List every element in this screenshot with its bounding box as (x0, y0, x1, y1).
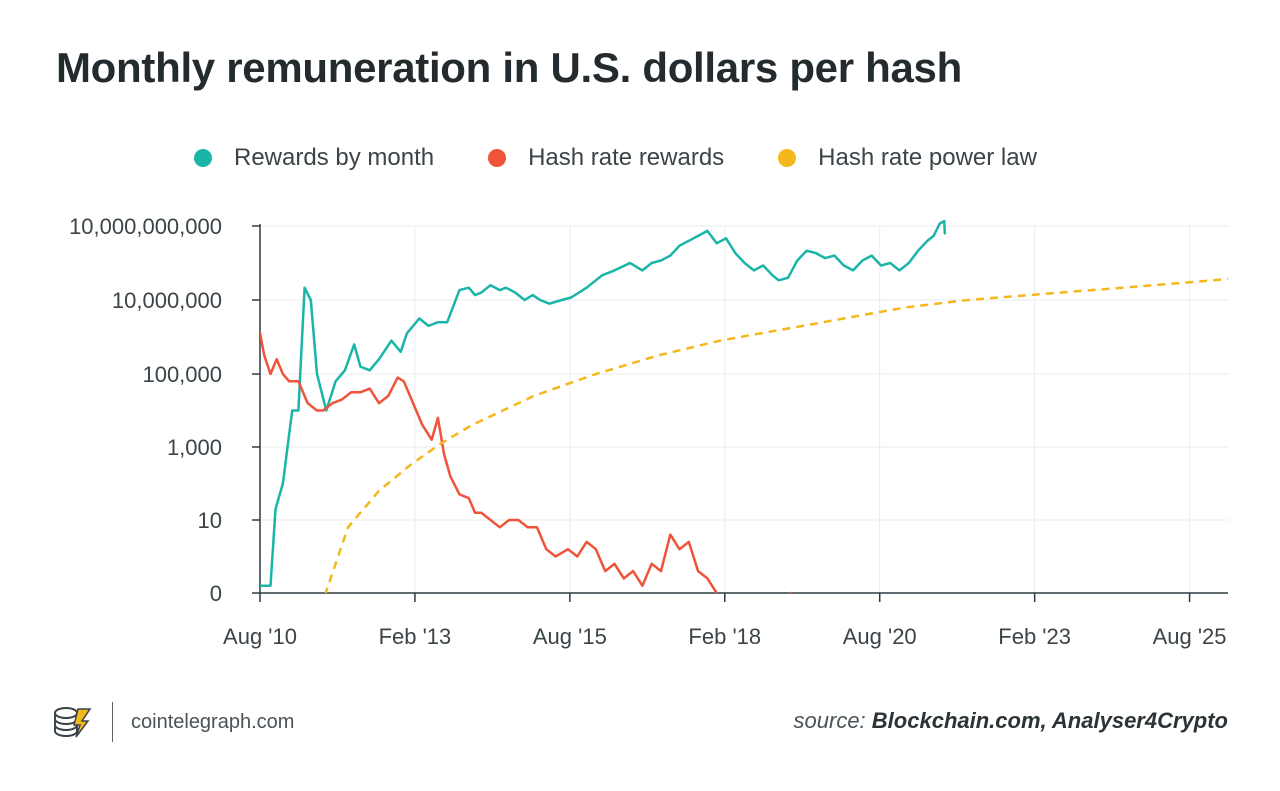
x-tick-label: Feb '23 (998, 624, 1071, 649)
legend-marker-rewards-icon (194, 149, 212, 167)
x-tick-label: Feb '18 (688, 624, 761, 649)
brand: cointelegraph.com (52, 700, 294, 744)
chart-legend: Rewards by month Hash rate rewards Hash … (194, 144, 1091, 172)
x-tick-label: Aug '10 (223, 624, 297, 649)
legend-marker-power-law-icon (778, 149, 797, 167)
legend-label: Hash rate rewards (528, 144, 725, 171)
x-tick-label: Aug '20 (843, 624, 917, 649)
legend-marker-hash-rewards-icon (488, 149, 507, 167)
series-line-hash-rate-rewards (260, 332, 793, 593)
x-tick-label: Aug '15 (533, 624, 607, 649)
cointelegraph-logo-icon (54, 707, 92, 738)
series-line-rewards-by-month (260, 219, 947, 587)
y-tick-label: 10,000,000 (112, 288, 222, 313)
y-tick-label: 10 (198, 508, 222, 533)
chart-plot: 10,000,000,00010,000,000100,0001,000100A… (69, 214, 1229, 649)
y-tick-label: 0 (210, 581, 222, 606)
source-names: Blockchain.com, Analyser4Crypto (871, 708, 1228, 733)
legend-label: Hash rate power law (818, 144, 1037, 171)
source-prefix: source: (793, 708, 866, 733)
y-tick-label: 1,000 (167, 435, 222, 460)
x-tick-label: Aug '25 (1153, 624, 1227, 649)
footer: cointelegraph.com source: Blockchain.com… (52, 700, 1228, 744)
y-tick-label: 100,000 (142, 362, 222, 387)
x-tick-label: Feb '13 (379, 624, 452, 649)
y-tick-label: 10,000,000,000 (69, 214, 222, 239)
brand-divider (112, 702, 113, 742)
legend-item-hash-rate-power-law[interactable]: Hash rate power law (778, 144, 1037, 172)
chart-title: Monthly remuneration in U.S. dollars per… (56, 44, 962, 91)
legend-item-rewards-by-month[interactable]: Rewards by month (194, 144, 434, 172)
source-credit: source: Blockchain.com, Analyser4Crypto (794, 708, 1228, 734)
legend-label: Rewards by month (234, 144, 435, 171)
legend-item-hash-rate-rewards[interactable]: Hash rate rewards (488, 144, 724, 172)
brand-name[interactable]: cointelegraph.com (131, 710, 295, 733)
